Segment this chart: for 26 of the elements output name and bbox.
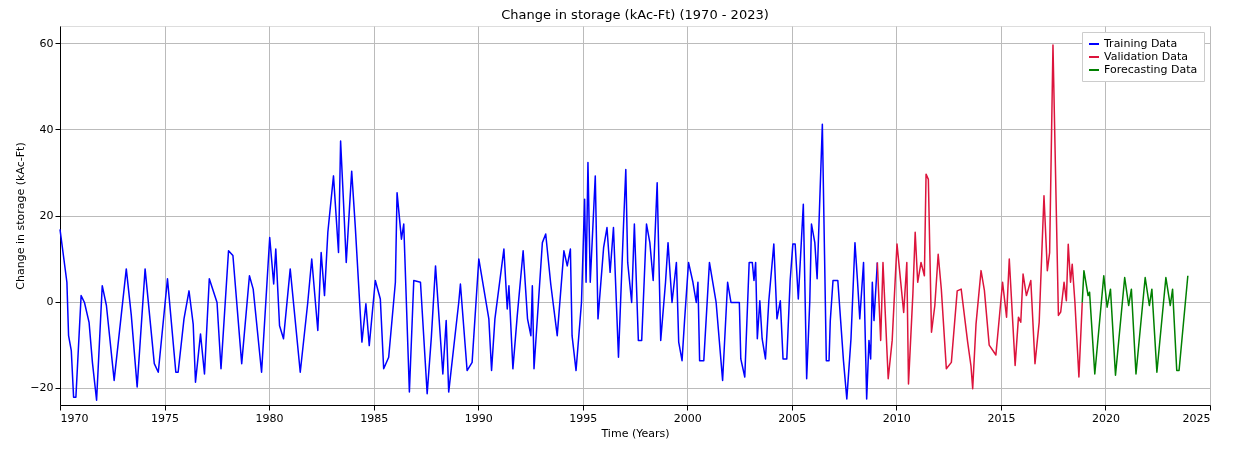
y-tick-label: 20 — [39, 209, 54, 222]
x-tick-label: 1995 — [569, 411, 598, 425]
x-tick-label: 1975 — [151, 411, 180, 425]
x-tick-label: 1985 — [360, 411, 389, 425]
x-tick-label: 1970 — [60, 411, 89, 425]
x-tick-label: 2000 — [673, 411, 702, 425]
x-tick-label: 1980 — [255, 411, 284, 425]
x-tick-label: 2005 — [778, 411, 807, 425]
line-series — [1081, 269, 1189, 377]
x-tick-label: 2010 — [882, 411, 911, 425]
legend-label: Forecasting Data — [1104, 63, 1198, 76]
x-tick-label: 2015 — [987, 411, 1016, 425]
y-axis-title: Change in storage (kAc-Ft) — [14, 142, 28, 290]
x-tick-label: 2025 — [1182, 411, 1211, 425]
legend-label: Validation Data — [1104, 50, 1189, 63]
line-series — [876, 44, 1083, 390]
line-series — [59, 123, 879, 402]
y-tick-label: −20 — [30, 381, 54, 395]
chart-title: Change in storage (kAc-Ft) (1970 - 2023) — [501, 7, 769, 22]
x-tick-label: 1990 — [464, 411, 493, 425]
x-tick-label: 2020 — [1091, 411, 1120, 425]
x-axis-title: Time (Years) — [600, 426, 670, 440]
y-tick-label: 0 — [46, 295, 54, 309]
y-tick-label: 40 — [39, 122, 54, 136]
legend-label: Training Data — [1103, 37, 1178, 50]
y-tick-label: 60 — [39, 36, 54, 50]
